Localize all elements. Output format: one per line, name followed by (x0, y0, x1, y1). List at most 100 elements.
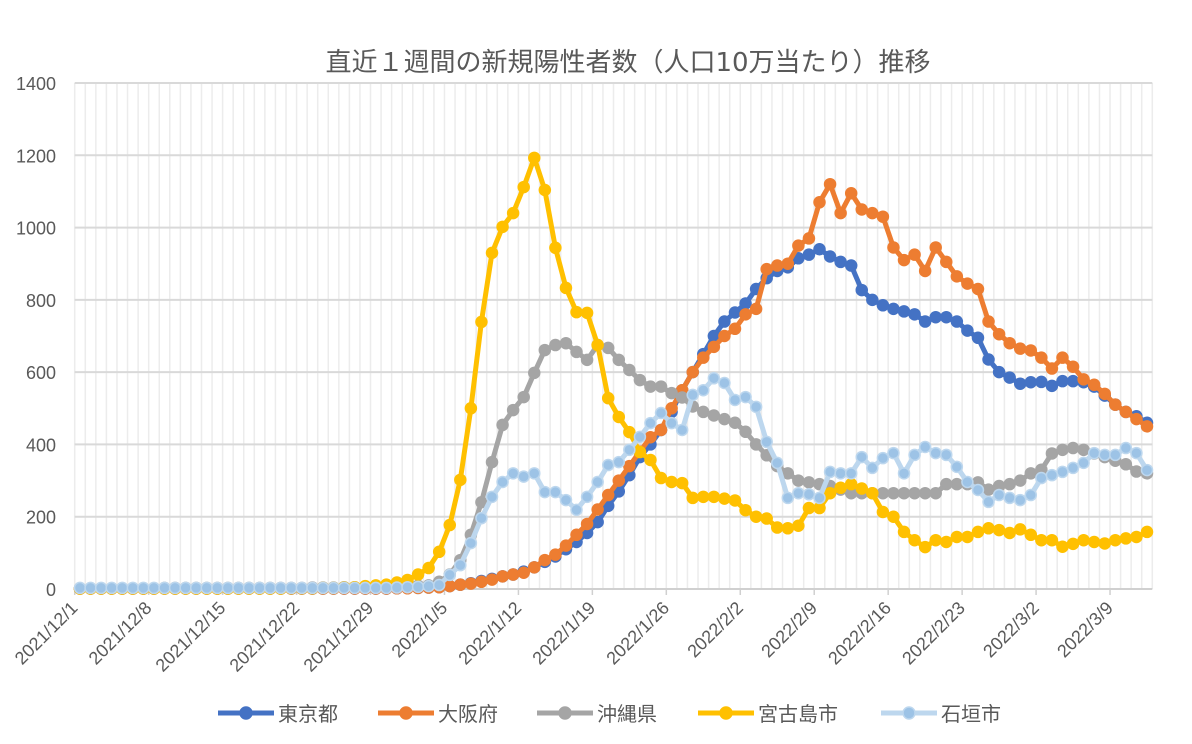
data-point (517, 180, 530, 194)
data-point (242, 581, 256, 595)
data-point (485, 573, 499, 586)
data-point (168, 581, 182, 595)
data-point (443, 518, 457, 532)
data-point (876, 210, 890, 223)
data-point (601, 458, 615, 472)
data-point (802, 501, 816, 515)
data-point (823, 177, 837, 191)
data-point (1119, 441, 1133, 455)
x-tick-label: 2022/3/2 (979, 598, 1043, 662)
data-point (263, 581, 277, 595)
y-tick-label: 1000 (16, 219, 56, 239)
data-point (675, 423, 689, 437)
data-point (866, 486, 879, 500)
data-point (612, 353, 626, 367)
data-point (1003, 336, 1016, 350)
y-tick-label: 1200 (16, 146, 56, 166)
data-point (940, 535, 953, 549)
data-point (348, 581, 361, 595)
y-tick-label: 200 (26, 508, 56, 528)
data-point (961, 530, 974, 544)
data-point (834, 255, 847, 269)
data-point (718, 492, 731, 505)
data-point (950, 315, 964, 328)
data-point (179, 581, 192, 595)
data-point (1130, 446, 1143, 460)
data-point (1109, 398, 1122, 411)
y-tick-label: 1400 (16, 74, 56, 94)
data-point (1035, 351, 1048, 364)
data-point (961, 475, 974, 489)
data-point (517, 470, 530, 483)
data-point (538, 343, 552, 357)
data-point (665, 386, 678, 400)
y-tick-label: 600 (26, 363, 56, 383)
x-tick-label: 2021/12/22 (226, 598, 304, 676)
data-point (559, 336, 573, 350)
data-point (316, 581, 330, 595)
data-point (1109, 533, 1122, 547)
data-point (549, 548, 562, 561)
data-point (728, 393, 742, 407)
data-point (1045, 533, 1059, 547)
data-point (538, 485, 552, 499)
data-point (718, 376, 731, 390)
data-point (295, 581, 309, 595)
data-point (844, 467, 858, 480)
data-point (601, 391, 615, 405)
data-point (887, 446, 900, 460)
data-point (644, 453, 657, 467)
data-point (517, 390, 530, 404)
data-point (876, 486, 890, 500)
data-point (591, 503, 604, 516)
data-point (464, 577, 478, 590)
data-point (887, 486, 900, 500)
data-point (1140, 463, 1154, 477)
x-axis-ticks: 2021/12/1 2021/12/82021/12/152021/12/2220… (11, 589, 1117, 676)
data-point (823, 250, 837, 263)
data-point (485, 455, 499, 469)
data-point (971, 331, 985, 345)
data-point (739, 503, 752, 517)
data-point (105, 581, 118, 595)
x-tick-label: 2022/1/19 (528, 598, 599, 669)
data-point (739, 425, 752, 439)
data-point (665, 402, 678, 415)
data-point (612, 410, 626, 424)
data-point (908, 533, 921, 547)
data-point (982, 483, 995, 496)
data-point (1130, 530, 1143, 544)
data-point (992, 523, 1006, 537)
data-point (623, 363, 636, 377)
data-point (1024, 488, 1038, 502)
data-point (834, 467, 847, 480)
data-point (844, 259, 858, 272)
data-point (844, 186, 858, 200)
data-point (443, 579, 457, 593)
data-point (760, 512, 773, 525)
data-point (443, 568, 457, 582)
legend-item-1: 大阪府 (378, 702, 498, 726)
data-point (623, 443, 636, 457)
data-point (728, 322, 742, 336)
data-point (950, 477, 964, 491)
legend-item-3: 宮古島市 (698, 702, 838, 726)
data-point (94, 581, 108, 595)
data-point (485, 490, 499, 504)
data-point (401, 580, 414, 594)
data-point (1098, 387, 1111, 401)
data-point (1087, 378, 1101, 392)
data-point (221, 581, 235, 595)
data-point (327, 581, 340, 595)
data-point (116, 581, 129, 595)
legend-label: 宮古島市 (758, 702, 838, 726)
legend-label: 沖縄県 (597, 702, 657, 726)
data-point (538, 183, 552, 197)
data-point (982, 522, 995, 535)
data-point (855, 450, 869, 464)
data-point (285, 581, 298, 595)
data-point (1077, 533, 1090, 547)
data-point (961, 324, 974, 337)
data-point (1003, 491, 1016, 505)
data-point (1077, 456, 1090, 470)
